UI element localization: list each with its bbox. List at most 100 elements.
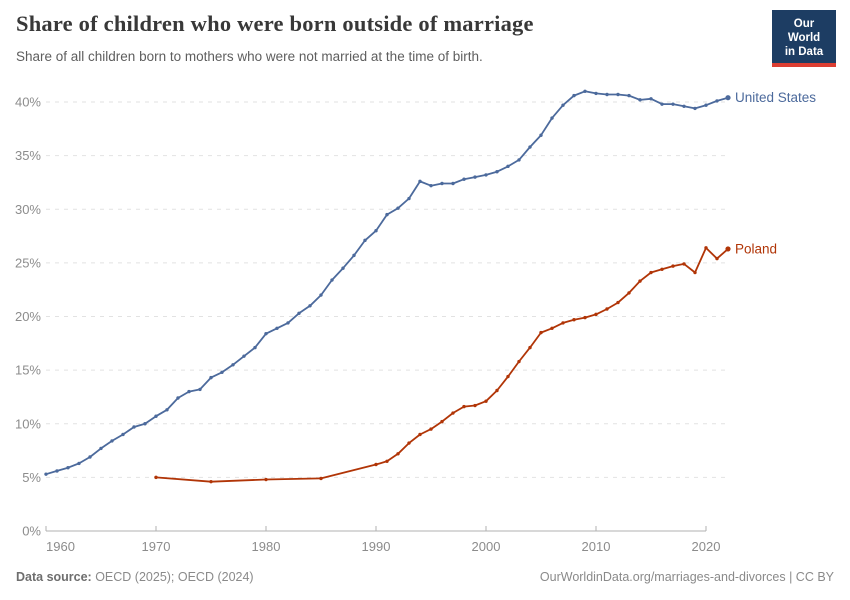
data-point (286, 321, 290, 325)
data-point (605, 92, 609, 97)
series-poland: Poland (154, 241, 777, 484)
data-point (319, 293, 323, 297)
data-point (561, 103, 565, 107)
series-line-united-states[interactable] (45, 90, 729, 476)
data-point (715, 256, 719, 261)
data-point (264, 331, 268, 336)
data-point (638, 98, 642, 102)
data-point (605, 307, 609, 311)
y-tick-label: 25% (15, 255, 41, 270)
data-point (693, 106, 697, 111)
data-point (297, 311, 301, 315)
series-label-poland[interactable]: Poland (735, 241, 777, 256)
data-point (198, 387, 202, 392)
data-point (429, 427, 433, 431)
data-point (440, 181, 444, 186)
data-point (341, 266, 345, 270)
owid-logo[interactable]: Our World in Data (772, 10, 836, 68)
data-point (539, 330, 543, 335)
data-point (528, 345, 532, 350)
data-point (154, 414, 158, 418)
owid-logo-line2: in Data (784, 46, 824, 59)
y-tick-label: 35% (15, 148, 41, 163)
data-point (682, 104, 686, 108)
data-source-label: Data source: (16, 570, 92, 584)
data-point (143, 422, 147, 426)
y-tick-label: 20% (15, 309, 41, 324)
data-point (638, 279, 642, 283)
owid-logo-line1: Our World (787, 18, 821, 45)
data-point (671, 264, 675, 268)
data-point (275, 326, 279, 330)
data-point (418, 432, 422, 437)
data-point (319, 476, 323, 481)
data-point (473, 403, 477, 408)
data-point (242, 354, 246, 358)
data-point (572, 318, 576, 322)
data-point (671, 102, 675, 106)
data-point (132, 425, 136, 429)
series-label-united-states[interactable]: United States (735, 90, 816, 105)
data-point (561, 321, 565, 325)
data-point (407, 441, 411, 445)
data-point (220, 370, 224, 374)
data-point (231, 363, 235, 367)
data-point (682, 262, 686, 266)
data-point (374, 462, 378, 467)
data-point (627, 93, 631, 98)
y-tick-label: 5% (22, 470, 41, 485)
data-point (550, 326, 554, 330)
data-point (583, 315, 587, 320)
data-point (407, 196, 411, 201)
data-point (704, 103, 708, 107)
data-point (660, 102, 664, 106)
data-point (506, 374, 510, 379)
x-tick-label: 2010 (582, 539, 611, 554)
data-point (462, 404, 466, 409)
data-point (495, 388, 499, 393)
data-point (154, 475, 158, 480)
data-point (462, 177, 466, 181)
data-point (495, 170, 499, 174)
data-point (451, 181, 455, 186)
data-point (616, 300, 620, 305)
data-point (539, 133, 543, 137)
data-point (88, 455, 92, 459)
data-point (396, 206, 400, 210)
data-point (264, 477, 268, 482)
x-axis: 1960 1970 1980 1990 2000 2010 2020 (45, 526, 721, 554)
data-point (374, 229, 378, 233)
data-point (165, 408, 169, 412)
data-point (550, 116, 554, 120)
data-point (594, 91, 598, 96)
chart-subtitle: Share of all children born to mothers wh… (16, 49, 483, 64)
data-point (176, 396, 180, 400)
data-point (209, 479, 213, 484)
data-point (99, 446, 103, 451)
data-point (110, 439, 114, 443)
series-line-poland[interactable] (155, 247, 729, 483)
credit-link[interactable]: OurWorldinData.org/marriages-and-divorce… (539, 570, 834, 584)
data-point (616, 92, 620, 97)
data-point (418, 179, 422, 184)
data-point (528, 145, 532, 149)
data-point (187, 389, 191, 394)
data-point (704, 246, 708, 250)
x-tick-label: 1970 (142, 539, 171, 554)
y-axis: 0% 5% 10% 15% 20% 25% 30% 35% 40% (15, 95, 728, 539)
data-point (363, 238, 367, 243)
data-point (253, 345, 257, 350)
data-point (715, 99, 719, 103)
y-tick-label: 15% (15, 363, 41, 378)
data-point (660, 267, 664, 272)
data-point (572, 93, 576, 98)
data-point (385, 459, 389, 463)
x-tick-label: 1960 (46, 539, 75, 554)
data-point (352, 253, 356, 258)
data-point (209, 375, 213, 380)
data-point (506, 164, 510, 169)
data-point (121, 432, 125, 437)
x-tick-label: 2020 (692, 539, 721, 554)
data-point (517, 359, 521, 364)
